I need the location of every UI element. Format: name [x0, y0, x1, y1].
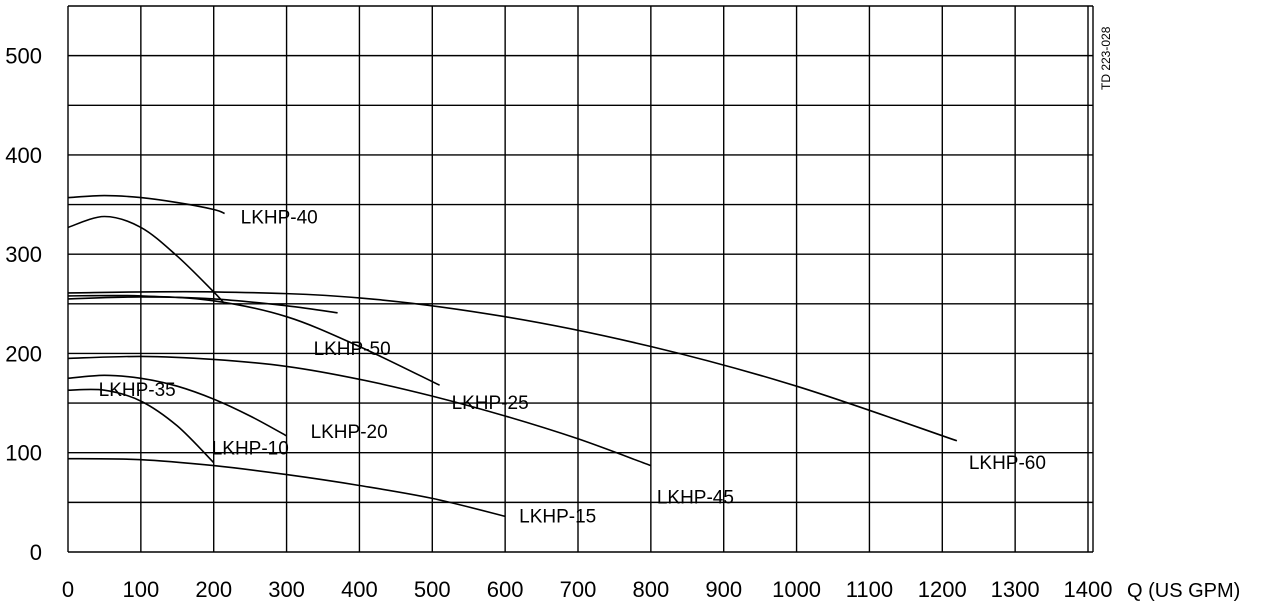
x-tick-label: 500 — [414, 577, 451, 602]
y-tick-label: 0 — [30, 540, 42, 565]
x-tick-label: 1100 — [846, 577, 893, 602]
y-tick-label: 200 — [5, 341, 42, 366]
curve-lkhp-45 — [67, 355, 652, 467]
curve-label-lkhp-60: LKHP-60 — [969, 453, 1046, 474]
curve-labels: LKHP-40 LKHP-35 LKHP-50 LKHP-25 LKHP-60 LKHP-… — [99, 207, 1046, 527]
x-tick-label: 100 — [122, 577, 159, 602]
x-axis-label: Q (US GPM) — [1127, 580, 1240, 602]
figure-code: TD 223-028 — [1099, 26, 1113, 90]
x-tick-label: 200 — [195, 577, 232, 602]
x-tick-label: 800 — [632, 577, 669, 602]
x-tick-label: 900 — [705, 577, 742, 602]
curve-lkhp-35 — [67, 215, 226, 305]
curve-label-lkhp-20: LKHP-20 — [311, 422, 388, 443]
y-tick-label: 400 — [5, 143, 42, 168]
x-tick-label: 600 — [487, 577, 524, 602]
y-tick-label: 100 — [5, 441, 42, 466]
x-tick-label: 300 — [268, 577, 305, 602]
curve-lkhp-60 — [67, 290, 958, 442]
x-axis-ticks: 0 100 200 300 400 500 600 700 800 900 1000 1100 1200… — [62, 577, 1113, 602]
x-tick-label: 400 — [341, 577, 378, 602]
curve-label-lkhp-35: LKHP-35 — [99, 380, 176, 401]
y-tick-label: 500 — [5, 44, 42, 69]
x-tick-label: 1300 — [991, 577, 1040, 602]
curve-lkhp-20 — [67, 374, 287, 437]
curve-label-lkhp-45: LKHP-45 — [657, 488, 734, 509]
y-tick-label: 300 — [5, 242, 42, 267]
curve-label-lkhp-25: LKHP-25 — [452, 393, 529, 414]
curve-label-lkhp-10: LKHP-10 — [212, 439, 289, 460]
curve-lkhp-40 — [67, 194, 225, 215]
x-tick-label: 1000 — [772, 577, 821, 602]
x-tick-label: 700 — [560, 577, 597, 602]
x-tick-label: 1400 — [1064, 577, 1113, 602]
curve-lkhp-15 — [67, 457, 506, 518]
curve-label-lkhp-15: LKHP-15 — [519, 506, 596, 527]
curve-lkhp-50 — [67, 296, 338, 314]
curve-label-lkhp-50: LKHP-50 — [314, 339, 391, 360]
x-tick-label: 0 — [62, 577, 74, 602]
pump-curves — [67, 194, 958, 518]
curve-lkhp-10 — [67, 388, 215, 464]
curve-label-lkhp-40: LKHP-40 — [241, 207, 318, 228]
y-axis-ticks: 0 100 200 300 400 500 — [5, 44, 42, 565]
curve-lkhp-25 — [67, 294, 440, 386]
grid — [67, 5, 1094, 553]
x-tick-label: 1200 — [918, 577, 967, 602]
